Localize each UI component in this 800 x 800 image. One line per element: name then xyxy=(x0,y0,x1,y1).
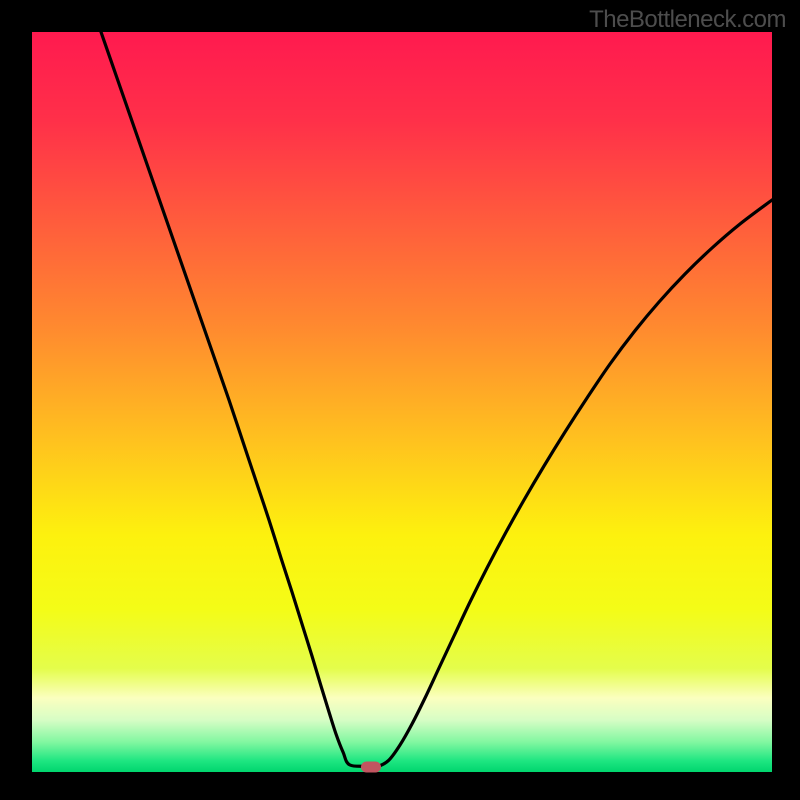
chart-container: TheBottleneck.com xyxy=(0,0,800,800)
optimum-marker xyxy=(361,762,381,773)
watermark-text: TheBottleneck.com xyxy=(589,6,786,34)
bottleneck-chart xyxy=(0,0,800,800)
plot-background xyxy=(32,32,772,772)
